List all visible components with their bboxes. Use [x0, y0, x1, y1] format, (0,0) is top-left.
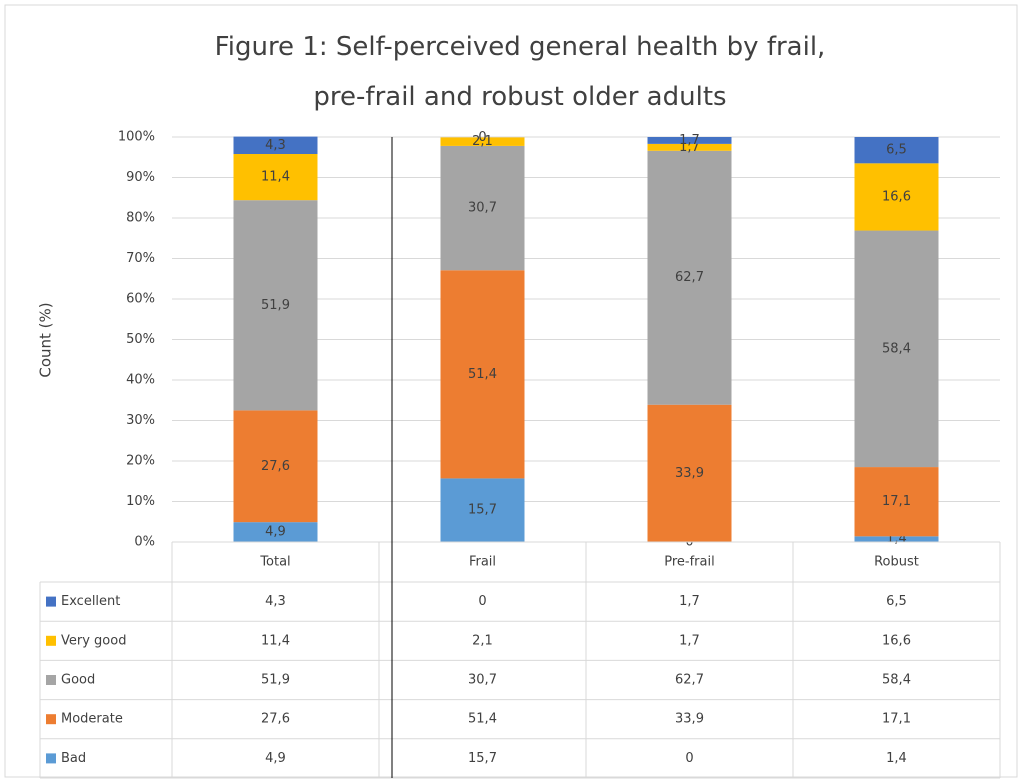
table-cell: 1,7	[679, 594, 700, 609]
legend-swatch	[46, 753, 56, 764]
bar-segment	[647, 137, 732, 144]
x-tick-label: Total	[259, 555, 290, 570]
table-cell: 16,6	[882, 633, 911, 648]
bar-segment	[854, 536, 939, 542]
bar-segment	[440, 478, 525, 542]
table-cell: 4,3	[265, 594, 286, 609]
table-cell: 17,1	[882, 712, 911, 727]
data-label: 11,4	[261, 170, 290, 185]
table-cell: 1,7	[679, 633, 700, 648]
data-label: 51,9	[261, 298, 290, 313]
x-tick-label: Frail	[469, 555, 496, 570]
y-tick-label: 30%	[126, 413, 155, 428]
y-tick-label: 90%	[126, 170, 155, 185]
bar-segment	[854, 163, 939, 231]
y-tick-label: 80%	[126, 211, 155, 226]
data-label: 62,7	[675, 270, 704, 285]
data-label: 30,7	[468, 201, 497, 216]
y-tick-label: 100%	[118, 130, 155, 145]
legend-swatch	[46, 675, 56, 685]
table-cell: 58,4	[882, 673, 911, 688]
table-cell: 51,9	[261, 673, 290, 688]
x-tick-label: Robust	[874, 555, 919, 570]
data-label: 15,7	[468, 503, 497, 518]
table-cell: 51,4	[468, 712, 497, 727]
bar-segment	[233, 522, 318, 542]
y-tick-label: 60%	[126, 292, 155, 307]
y-tick-label: 70%	[126, 251, 155, 266]
y-tick-label: 40%	[126, 373, 155, 388]
table-cell: 1,4	[886, 751, 907, 766]
bar-segment	[233, 154, 318, 201]
bar-segment	[854, 137, 939, 164]
bar-segment	[440, 145, 525, 271]
table-cell: 27,6	[261, 712, 290, 727]
data-label: 0	[478, 130, 486, 145]
data-label: 33,9	[675, 466, 704, 481]
table-cell: 2,1	[472, 633, 493, 648]
data-label: 6,5	[886, 143, 907, 158]
legend-label: Bad	[61, 751, 86, 766]
legend-label: Excellent	[61, 594, 120, 609]
table-cell: 0	[478, 594, 486, 609]
legend-swatch	[46, 714, 56, 725]
y-axis-title: Count (%)	[37, 302, 55, 377]
data-label: 17,1	[882, 494, 911, 509]
table-cell: 15,7	[468, 751, 497, 766]
y-tick-label: 20%	[126, 454, 155, 469]
bar-segment	[233, 410, 318, 523]
x-tick-label: Pre-frail	[664, 555, 714, 570]
bar-segment	[440, 270, 525, 479]
data-label: 27,6	[261, 459, 290, 474]
bar-segment	[647, 143, 732, 151]
legend-label: Moderate	[61, 712, 123, 727]
table-cell: 30,7	[468, 673, 497, 688]
chart-border	[4, 4, 1018, 778]
bar-segment	[647, 150, 732, 405]
y-tick-label: 10%	[126, 494, 155, 509]
table-cell: 33,9	[675, 712, 704, 727]
legend-swatch	[46, 635, 56, 646]
table-cell: 11,4	[261, 633, 290, 648]
y-tick-label: 50%	[126, 332, 155, 347]
data-label: 16,6	[882, 189, 911, 204]
data-label: 4,9	[265, 525, 286, 540]
bar-segment	[647, 404, 732, 542]
bar-segment	[233, 200, 318, 411]
chart-title: Figure 1: Self-perceived general health …	[214, 32, 826, 112]
bar-segment	[854, 467, 939, 537]
table-cell: 4,9	[265, 751, 286, 766]
bar-segment	[440, 137, 525, 146]
legend-label: Very good	[61, 633, 126, 648]
table-cell: 0	[685, 751, 693, 766]
bar-segment	[233, 136, 318, 155]
table-cell: 6,5	[886, 594, 907, 609]
y-tick-label: 0%	[134, 535, 155, 550]
data-label: 2,1	[472, 134, 493, 149]
data-label: 4,3	[265, 138, 286, 153]
legend-swatch	[46, 596, 56, 607]
bar-segment	[854, 230, 939, 468]
table-cell: 62,7	[675, 673, 704, 688]
legend-label: Good	[61, 673, 95, 688]
data-label: 58,4	[882, 341, 911, 356]
data-label: 1,7	[679, 133, 700, 148]
data-label: 51,4	[468, 367, 497, 382]
